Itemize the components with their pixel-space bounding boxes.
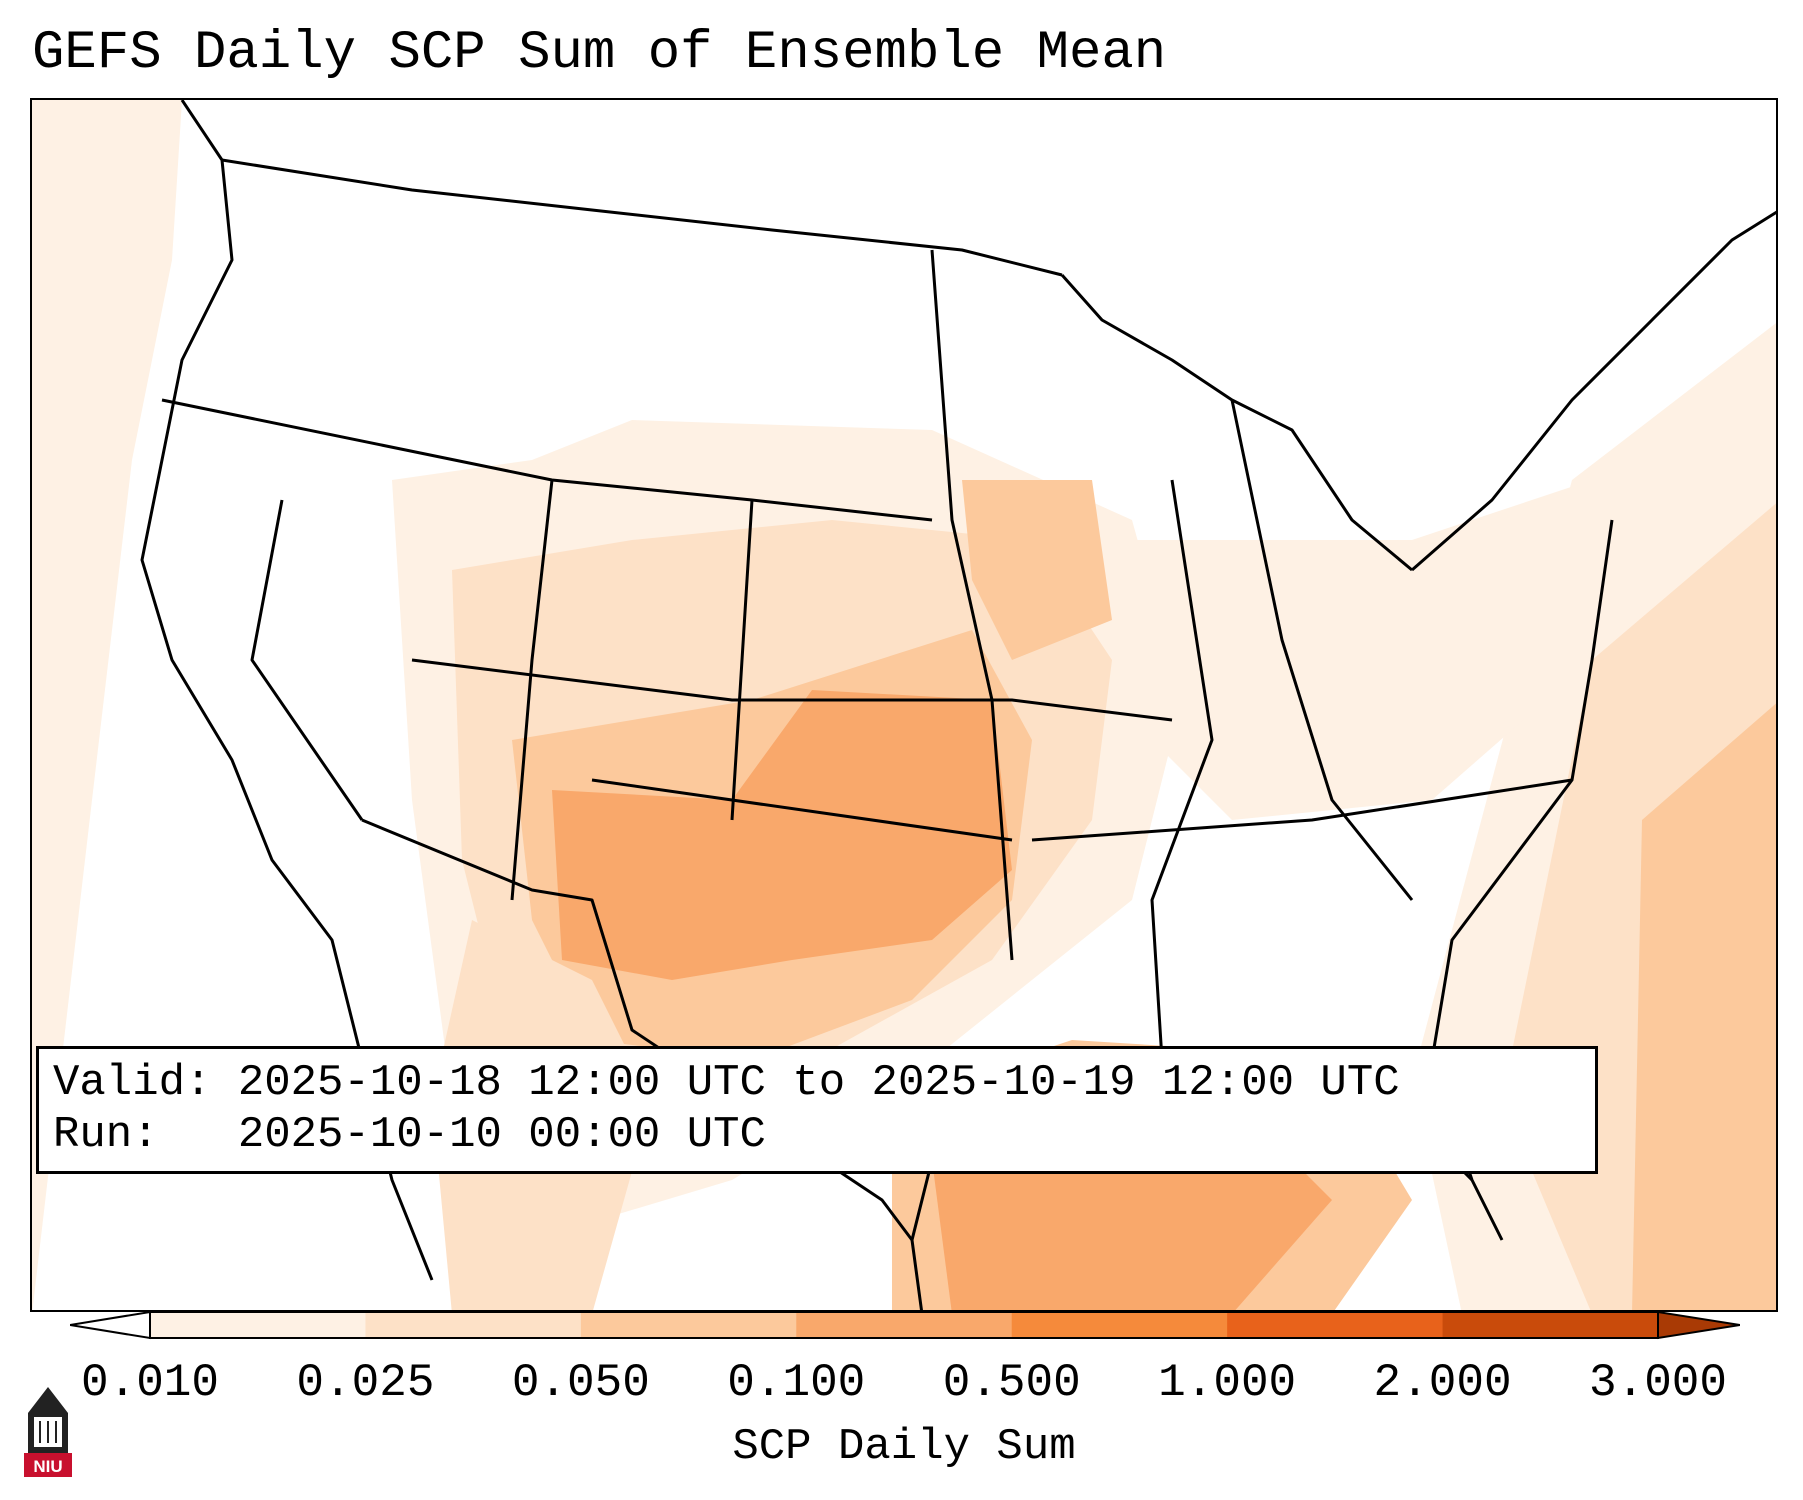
colorbar-over-extension bbox=[1657, 1310, 1740, 1340]
valid-value: 2025-10-18 12:00 UTC to 2025-10-19 12:00… bbox=[237, 1058, 1400, 1108]
colorbar-cell bbox=[796, 1312, 1013, 1338]
state-line-8 bbox=[1031, 778, 1573, 842]
colorbar-cell bbox=[150, 1312, 366, 1338]
colorbar-tick-label: 0.100 bbox=[727, 1357, 866, 1409]
scp-iowa-core bbox=[962, 480, 1112, 660]
scp-field bbox=[32, 100, 1776, 1310]
state-line-4 bbox=[730, 499, 754, 821]
colorbar-tick-label: 0.500 bbox=[942, 1357, 1081, 1409]
logo-text: NIU bbox=[33, 1457, 62, 1476]
colorbar-tick-label: 2.000 bbox=[1373, 1357, 1512, 1409]
state-line-5 bbox=[930, 249, 1014, 961]
colorbar-tick-label: 0.050 bbox=[511, 1357, 650, 1409]
scp-atlantic-high bbox=[1632, 703, 1776, 1310]
state-line-10 bbox=[250, 499, 364, 821]
colorbar-cell bbox=[365, 1312, 582, 1338]
valid-label: Valid: bbox=[53, 1058, 212, 1108]
scp-east-light bbox=[1112, 480, 1592, 820]
colorbar-cell bbox=[1442, 1312, 1659, 1338]
colorbar-label: SCP Daily Sum bbox=[732, 1422, 1076, 1472]
state-line-6 bbox=[1150, 479, 1214, 1061]
state-line-7 bbox=[1230, 399, 1414, 901]
scp-core bbox=[552, 690, 1012, 980]
logo-band bbox=[24, 1453, 72, 1477]
state-line-3 bbox=[510, 479, 554, 901]
niu-logo: NIU bbox=[24, 1387, 72, 1477]
state-line-2 bbox=[411, 658, 1173, 722]
chart-title: GEFS Daily SCP Sum of Ensemble Mean bbox=[32, 23, 1167, 84]
logo-windows bbox=[39, 1421, 57, 1443]
colorbar-cell bbox=[1011, 1312, 1228, 1338]
boundaries bbox=[140, 100, 1776, 1310]
colorbar-tick-label: 3.000 bbox=[1588, 1357, 1728, 1409]
colorbar-tick-label: 1.000 bbox=[1158, 1357, 1297, 1409]
colorbar-cell bbox=[580, 1312, 797, 1338]
state-line-1 bbox=[161, 398, 933, 522]
run-value: 2025-10-10 00:00 UTC bbox=[237, 1110, 766, 1160]
colorbar-tick-label: 0.010 bbox=[80, 1357, 220, 1409]
colorbar bbox=[70, 1310, 1740, 1340]
canada-border bbox=[221, 158, 1063, 277]
run-label: Run: bbox=[53, 1110, 159, 1160]
scp-pacific-light bbox=[32, 100, 182, 1310]
valid-run-box: Valid: 2025-10-18 12:00 UTC to 2025-10-1… bbox=[36, 1046, 1598, 1174]
colorbar-under-extension bbox=[70, 1310, 151, 1340]
northeast-coast bbox=[1411, 210, 1776, 572]
colorbar-cell bbox=[1227, 1312, 1444, 1338]
state-line-9 bbox=[591, 778, 1013, 842]
colorbar-tick-label: 0.025 bbox=[296, 1357, 435, 1409]
